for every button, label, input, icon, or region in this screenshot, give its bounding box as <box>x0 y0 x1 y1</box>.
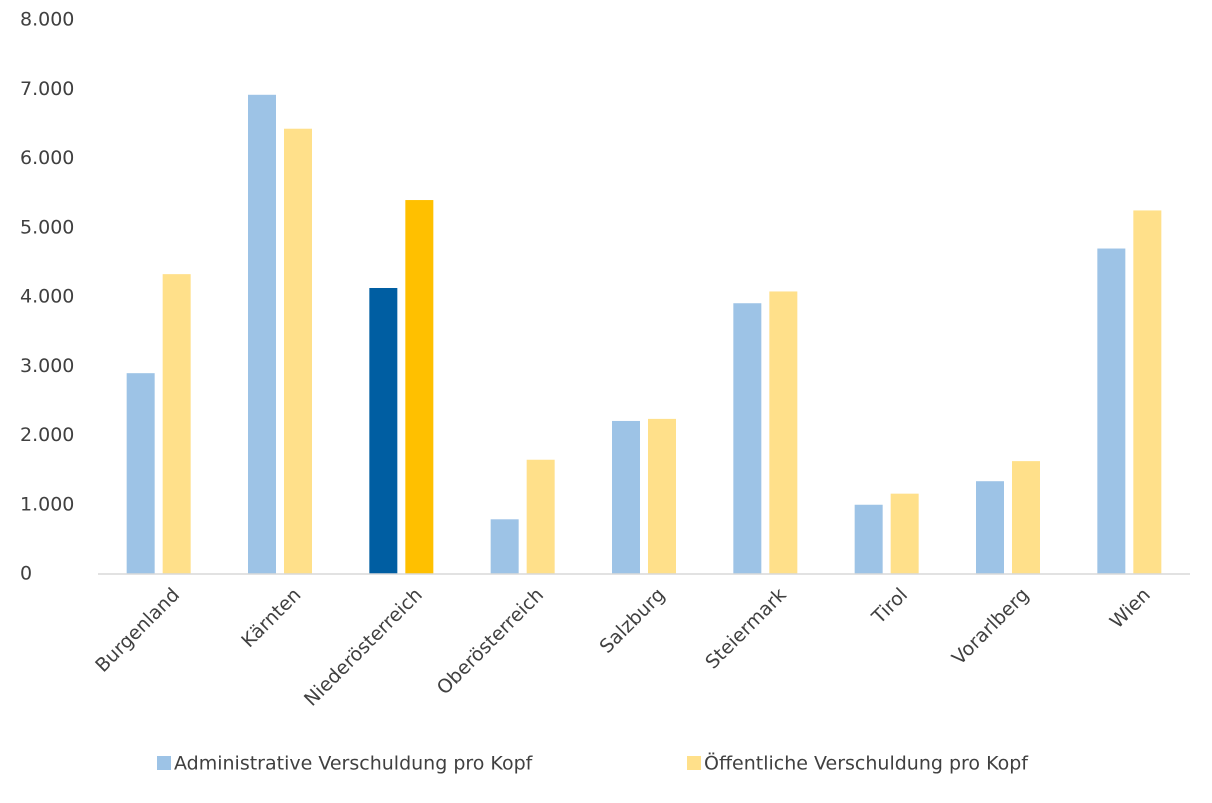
bar <box>612 420 640 574</box>
y-tick-label: 3.000 <box>20 355 74 377</box>
bar <box>854 504 883 574</box>
bar <box>1133 210 1162 574</box>
y-tick-label: 7.000 <box>20 78 74 100</box>
y-tick-label: 8.000 <box>20 9 74 31</box>
bar <box>1012 461 1040 574</box>
y-tick-label: 1.000 <box>20 493 74 515</box>
x-tick-label: Burgenland <box>91 584 184 677</box>
y-tick-label: 6.000 <box>20 147 74 169</box>
x-tick-label: Steiermark <box>701 584 791 674</box>
bar <box>284 128 312 574</box>
bar <box>248 94 276 574</box>
x-tick-label: Tirol <box>867 584 912 629</box>
bar <box>733 303 762 574</box>
x-tick-label: Vorarlberg <box>948 584 1034 670</box>
bar <box>769 291 798 574</box>
y-tick-label: 4.000 <box>20 286 74 308</box>
bar <box>405 200 434 575</box>
bar <box>890 493 919 574</box>
x-tick-label: Kärnten <box>237 584 305 652</box>
legend-swatch <box>157 756 171 770</box>
y-tick-label: 2.000 <box>20 424 74 446</box>
x-tick-label: Niederösterreich <box>300 584 427 711</box>
bar <box>526 459 555 574</box>
bar <box>126 373 155 574</box>
y-tick-label: 5.000 <box>20 216 74 238</box>
legend-label: Administrative Verschuldung pro Kopf <box>174 753 534 775</box>
legend-swatch <box>687 756 701 770</box>
bar <box>369 287 398 574</box>
x-tick-label: Salzburg <box>595 584 669 658</box>
bar <box>648 418 676 574</box>
bar <box>490 519 519 574</box>
y-tick-label: 0 <box>20 563 32 585</box>
x-tick-label: Oberösterreich <box>433 584 548 699</box>
bar <box>1097 248 1126 574</box>
legend-label: Öffentliche Verschuldung pro Kopf <box>704 752 1029 775</box>
bar <box>976 481 1004 574</box>
x-tick-label: Wien <box>1106 584 1155 633</box>
bar <box>162 274 191 574</box>
